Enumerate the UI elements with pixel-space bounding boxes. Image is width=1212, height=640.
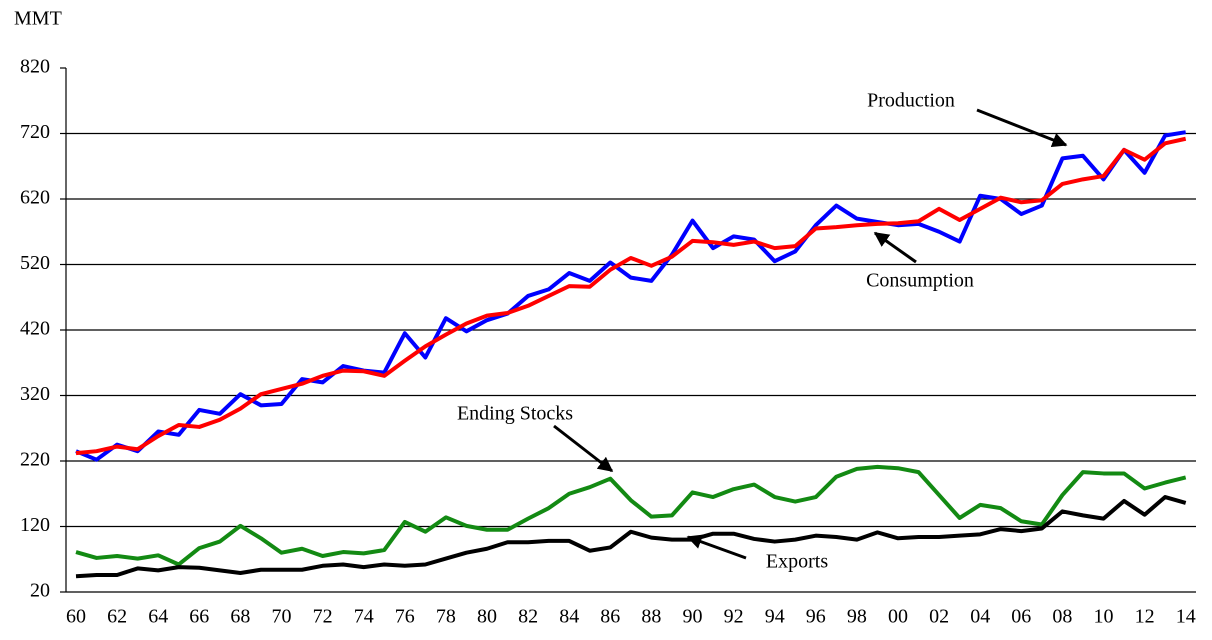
y-tick-label: 820: [20, 56, 50, 78]
annotation-arrow: [553, 424, 614, 473]
x-tick-label: 84: [559, 606, 579, 628]
x-tick-label: 80: [477, 606, 497, 628]
x-tick-label: 10: [1094, 606, 1114, 628]
x-tick-label: 62: [107, 606, 127, 628]
x-tick-label: 78: [436, 606, 456, 628]
series-label: Exports: [766, 551, 828, 573]
x-tick-label: 70: [272, 606, 292, 628]
y-axis-label: MMT: [14, 8, 62, 30]
x-tick-label: 02: [929, 606, 949, 628]
x-tick-label: 08: [1052, 606, 1072, 628]
x-tick-label: 00: [888, 606, 908, 628]
x-tick-label: 64: [148, 606, 168, 628]
y-tick-label: 220: [20, 449, 50, 471]
y-tick-label: 20: [30, 580, 50, 602]
series-label: Production: [867, 90, 955, 112]
x-tick-label: 86: [600, 606, 620, 628]
series-line: [75, 130, 1187, 462]
x-tick-label: 68: [230, 606, 250, 628]
x-tick-label: 96: [806, 606, 826, 628]
x-tick-label: 82: [518, 606, 538, 628]
annotation-arrow: [873, 231, 917, 264]
y-tick-label: 120: [20, 514, 50, 536]
y-tick-label: 620: [20, 187, 50, 209]
series-label: Consumption: [866, 270, 974, 292]
annotation-arrow: [686, 534, 747, 560]
x-tick-label: 04: [970, 606, 990, 628]
x-tick-label: 90: [683, 606, 703, 628]
y-tick-label: 320: [20, 383, 50, 405]
annotation-arrow: [976, 108, 1068, 148]
y-tick-label: 420: [20, 318, 50, 340]
x-tick-label: 88: [641, 606, 661, 628]
y-tick-label: 720: [20, 121, 50, 143]
x-tick-label: 06: [1011, 606, 1031, 628]
series-line: [75, 136, 1187, 456]
x-tick-label: 74: [354, 606, 374, 628]
x-tick-label: 94: [765, 606, 785, 628]
x-tick-label: 76: [395, 606, 415, 628]
x-tick-label: 98: [847, 606, 867, 628]
series-line: [75, 464, 1187, 567]
series-line: [75, 495, 1187, 579]
series-label: Ending Stocks: [457, 403, 573, 425]
y-tick-label: 520: [20, 252, 50, 274]
x-tick-label: 60: [66, 606, 86, 628]
x-tick-label: 72: [313, 606, 333, 628]
x-tick-label: 12: [1135, 606, 1155, 628]
x-tick-label: 14: [1176, 606, 1196, 628]
x-tick-label: 92: [724, 606, 744, 628]
x-tick-label: 66: [189, 606, 209, 628]
